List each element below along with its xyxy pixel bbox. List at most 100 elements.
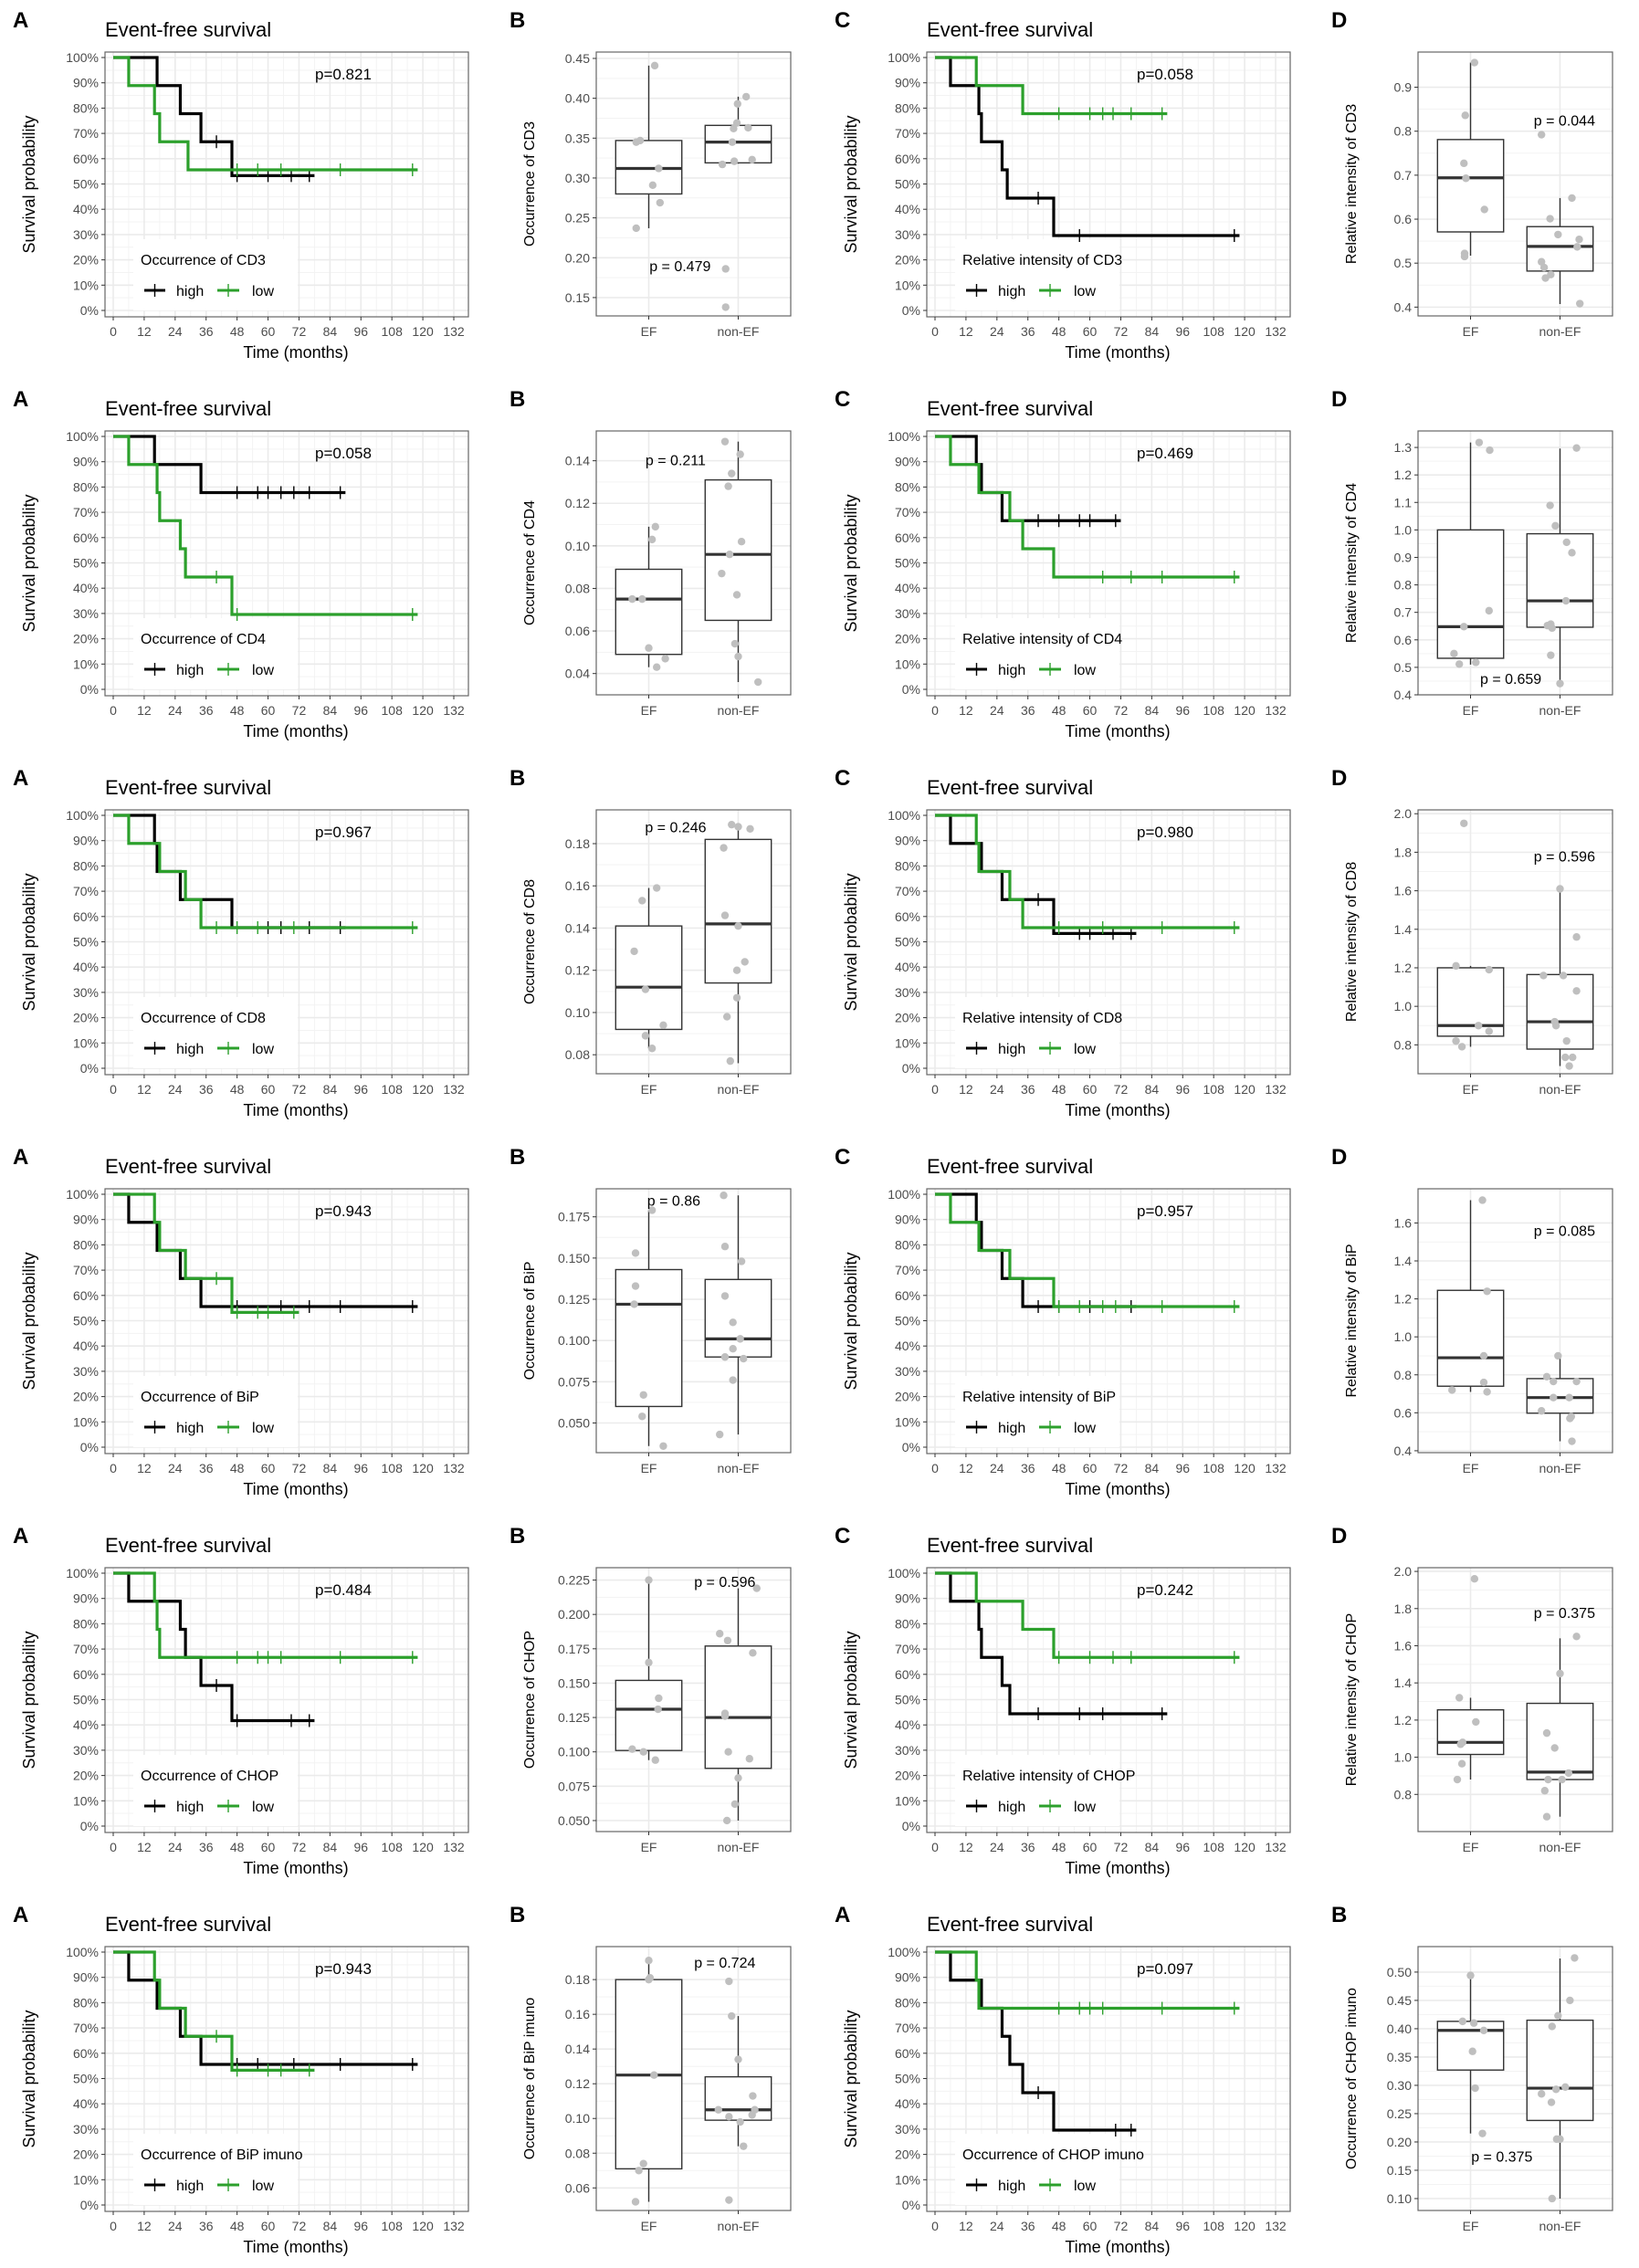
data-point <box>720 1192 728 1200</box>
y-tick-label: 100% <box>888 50 920 65</box>
data-point <box>721 265 730 273</box>
data-point <box>1480 205 1488 214</box>
y-tick-label: 60% <box>73 1667 99 1682</box>
x-tick-label: 24 <box>990 2219 1004 2233</box>
x-axis-label: Time (months) <box>243 722 348 740</box>
y-tick-label: 0.9 <box>1394 550 1413 564</box>
x-axis-label: Time (months) <box>243 1480 348 1498</box>
plot-border <box>1417 1567 1613 1832</box>
y-tick-label: 30% <box>895 1743 920 1758</box>
x-tick-label: 132 <box>443 1461 465 1475</box>
y-tick-label: 20% <box>73 632 99 646</box>
p-value: p=0.097 <box>1137 1960 1193 1978</box>
y-tick-label: 0.18 <box>565 836 590 851</box>
x-tick-label: 132 <box>1265 324 1287 339</box>
x-tick-label: 12 <box>137 1082 152 1097</box>
data-point <box>724 482 732 490</box>
x-tick-label: 60 <box>261 1461 276 1475</box>
plot-border <box>1417 1188 1613 1454</box>
x-tick-label: 36 <box>199 324 214 339</box>
data-point <box>741 958 749 966</box>
y-tick-label: 50% <box>895 556 920 571</box>
chart-title: Event-free survival <box>927 776 1093 799</box>
panel-label: C <box>835 1524 850 1549</box>
km-panel: A Event-free survival 0% 10% 20% 30% 40% 50% 60%… <box>13 766 469 1119</box>
data-point <box>740 2142 748 2150</box>
y-tick-label: 0.12 <box>565 963 590 978</box>
legend-label-high: high <box>176 2179 204 2194</box>
x-tick-label: 48 <box>230 1461 245 1475</box>
y-tick-label: 20% <box>895 1769 920 1783</box>
x-tick-label: 24 <box>168 2219 183 2233</box>
y-tick-label: 0% <box>80 1440 99 1454</box>
x-tick-label: 108 <box>382 703 404 718</box>
data-point <box>1479 2026 1488 2034</box>
x-axis-label: Time (months) <box>1065 722 1170 740</box>
legend-label-low: low <box>252 663 274 678</box>
data-point <box>1556 679 1564 688</box>
data-point <box>1485 1027 1493 1035</box>
box <box>1436 139 1505 233</box>
x-tick-label: 132 <box>1265 1461 1287 1475</box>
y-tick-label: 0.050 <box>558 1415 590 1430</box>
data-point <box>653 663 661 671</box>
y-tick-label: 10% <box>73 1414 99 1429</box>
data-point <box>1452 961 1460 971</box>
data-point <box>1558 1775 1566 1784</box>
x-tick-label: 96 <box>1175 1840 1190 1854</box>
x-tick-label: 132 <box>1265 703 1287 718</box>
data-point <box>1564 1769 1573 1778</box>
x-tick-label: 24 <box>168 1461 183 1475</box>
y-tick-label: 0.35 <box>565 131 590 145</box>
data-point <box>639 1748 647 1756</box>
p-value: p = 0.596 <box>694 1575 755 1591</box>
data-point <box>1538 131 1546 139</box>
x-tick-label: 120 <box>412 1461 434 1475</box>
y-tick-label: 40% <box>895 2096 920 2111</box>
panel-label: B <box>1331 1903 1347 1927</box>
y-tick-label: 0.08 <box>565 2146 590 2160</box>
data-point <box>720 1243 730 1251</box>
x-tick-label: 0 <box>110 1082 117 1097</box>
data-point <box>1550 1744 1559 1752</box>
y-tick-label: 50% <box>73 1693 99 1707</box>
data-point <box>748 155 756 164</box>
y-tick-label: 80% <box>73 1995 99 2010</box>
y-tick-label: 0.20 <box>1387 2135 1412 2149</box>
data-point <box>1475 1022 1483 1030</box>
box <box>615 568 683 656</box>
panel-label: A <box>13 1903 28 1927</box>
panel-label: B <box>510 1145 525 1170</box>
x-tick-label: 60 <box>1083 703 1098 718</box>
km-panel: C Event-free survival 0% 10% 20% 30% 40% 50% 60%… <box>835 1524 1291 1877</box>
panel-label: C <box>835 1145 850 1170</box>
p-value: p=0.242 <box>1137 1581 1193 1599</box>
x-tick-label: 96 <box>1175 703 1190 718</box>
data-point <box>1548 624 1556 633</box>
panel-label: B <box>510 387 525 412</box>
x-tick-label: 96 <box>353 2219 368 2233</box>
legend-label-high: high <box>176 1042 204 1057</box>
data-point <box>1552 2135 1561 2144</box>
y-tick-label: 0.10 <box>1387 2191 1412 2206</box>
data-point <box>730 639 740 648</box>
p-value: p=0.821 <box>315 66 372 83</box>
x-tick-label: 12 <box>959 1461 973 1475</box>
y-tick-label: 0.16 <box>565 2007 590 2021</box>
data-point <box>1461 111 1469 120</box>
y-tick-label: 30% <box>73 227 99 242</box>
y-tick-label: 0.8 <box>1394 124 1413 139</box>
y-tick-label: 0% <box>902 1819 920 1833</box>
plot-border <box>595 1188 792 1454</box>
y-tick-label: 70% <box>73 1263 99 1277</box>
y-tick-label: 60% <box>895 530 920 545</box>
legend-label-low: low <box>252 1421 274 1436</box>
data-point <box>737 537 746 546</box>
y-tick-label: 90% <box>73 1591 99 1606</box>
y-tick-label: 80% <box>73 1237 99 1252</box>
y-tick-label: 30% <box>895 1364 920 1379</box>
data-point <box>648 181 657 190</box>
x-tick-label: 72 <box>292 2219 307 2233</box>
data-point <box>1572 933 1581 941</box>
data-point <box>730 157 739 165</box>
